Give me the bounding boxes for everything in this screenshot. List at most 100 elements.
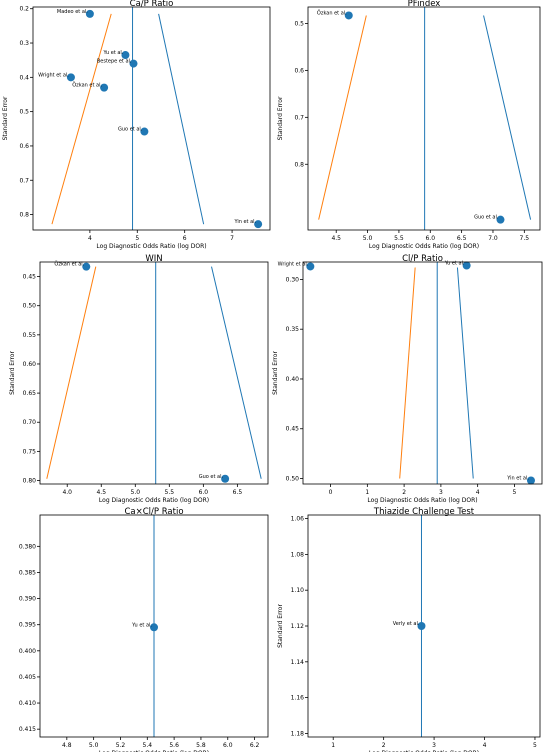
x-tick-label: 5 bbox=[135, 235, 139, 242]
x-tick-label: 3 bbox=[432, 742, 436, 749]
data-point bbox=[496, 215, 505, 224]
y-tick-label: 1.14 bbox=[291, 659, 305, 666]
chart-title: Thiazide Challenge Test bbox=[373, 507, 475, 517]
y-tick-label: 0.395 bbox=[19, 622, 36, 629]
x-tick-label: 6.2 bbox=[250, 742, 260, 749]
funnel-left-line bbox=[46, 266, 97, 479]
y-tick-label: 1.12 bbox=[291, 623, 305, 630]
data-point bbox=[82, 262, 91, 271]
data-point bbox=[344, 11, 353, 20]
y-tick-label: 1.16 bbox=[291, 695, 305, 702]
y-tick-label: 0.7 bbox=[294, 114, 304, 121]
plot-frame bbox=[39, 514, 269, 738]
funnel-left-line bbox=[51, 13, 112, 225]
point-label: Yin et al. bbox=[506, 476, 529, 482]
funnel-right-line bbox=[211, 266, 262, 479]
y-tick-label: 0.415 bbox=[19, 726, 36, 733]
point-label: Yu et al. bbox=[131, 622, 152, 628]
data-point bbox=[462, 261, 471, 270]
data-point bbox=[100, 83, 109, 92]
x-tick-label: 4 bbox=[476, 489, 480, 496]
y-tick-label: 0.60 bbox=[23, 361, 37, 368]
y-tick-label: 0.2 bbox=[19, 6, 29, 13]
x-axis-label: Log Diagnostic Odds Ratio (log DOR) bbox=[99, 497, 209, 504]
data-point bbox=[221, 474, 230, 483]
point-label: Wright et al. bbox=[278, 261, 309, 267]
data-point bbox=[417, 622, 426, 630]
y-tick-label: 0.40 bbox=[286, 376, 300, 383]
point-label: Özkan et al. bbox=[317, 9, 347, 16]
y-axis-label: Standard Error bbox=[9, 351, 16, 395]
chart-panel-4: Wright et al. Yu et al. Yin et al. 0 1 2 3 4 5 0.… bbox=[272, 254, 543, 504]
data-point bbox=[85, 9, 94, 18]
y-tick-label: 1.10 bbox=[291, 587, 305, 594]
x-axis-label: Log Diagnostic Odds Ratio (log DOR) bbox=[96, 243, 206, 250]
x-tick-label: 4.0 bbox=[62, 489, 72, 496]
x-tick-label: 6 bbox=[183, 235, 187, 242]
chart-title: Ca/P Ratio bbox=[130, 0, 174, 9]
x-axis-label: Log Diagnostic Odds Ratio (log DOR) bbox=[367, 497, 477, 504]
x-tick-label: 6.0 bbox=[199, 489, 209, 496]
y-tick-label: 0.50 bbox=[23, 303, 37, 310]
funnel-right-line bbox=[158, 13, 205, 225]
data-point bbox=[140, 127, 149, 136]
point-label: Yu et al. bbox=[444, 260, 465, 266]
funnel-left-line bbox=[318, 15, 367, 220]
y-tick-label: 0.4 bbox=[19, 74, 29, 81]
y-tick-label: 0.5 bbox=[294, 20, 304, 27]
x-tick-label: 5.8 bbox=[196, 742, 206, 749]
y-tick-label: 1.08 bbox=[291, 551, 305, 558]
plot-frame bbox=[32, 6, 271, 231]
y-tick-label: 0.8 bbox=[294, 161, 304, 168]
chart-panel-6: Verly et al. 1 2 3 4 5 1.06 1.08 1.10 1.12 1.14 1.1… bbox=[277, 507, 541, 752]
x-tick-label: 2 bbox=[402, 489, 406, 496]
y-tick-label: 0.50 bbox=[286, 476, 300, 483]
funnel-left-line bbox=[399, 267, 416, 479]
y-tick-label: 0.70 bbox=[23, 419, 37, 426]
data-point bbox=[121, 51, 130, 60]
y-tick-label: 0.5 bbox=[19, 109, 29, 116]
x-tick-label: 5.4 bbox=[143, 742, 153, 749]
x-tick-label: 5.0 bbox=[363, 235, 373, 242]
point-label: Özkan et al. bbox=[72, 82, 102, 89]
x-tick-label: 4 bbox=[483, 742, 487, 749]
chart-title: Ca×Cl/P Ratio bbox=[124, 507, 183, 517]
y-tick-label: 0.400 bbox=[19, 648, 36, 655]
data-point bbox=[306, 262, 315, 271]
plot-frame bbox=[39, 261, 269, 485]
y-tick-label: 0.75 bbox=[23, 448, 37, 455]
y-tick-label: 0.65 bbox=[23, 390, 37, 397]
y-tick-label: 0.6 bbox=[19, 143, 29, 150]
chart-panel-3: Özkan et al. Guo et al. 4.0 4.5 5.0 5.5 6.0 6.5… bbox=[9, 254, 269, 504]
x-tick-label: 5.5 bbox=[394, 235, 404, 242]
point-label: Yin et al. bbox=[233, 219, 256, 225]
y-tick-label: 0.45 bbox=[23, 274, 37, 281]
x-tick-label: 2 bbox=[382, 742, 386, 749]
data-point bbox=[526, 476, 535, 485]
x-tick-label: 5 bbox=[533, 742, 537, 749]
x-tick-label: 5.0 bbox=[89, 742, 99, 749]
chart-panel-5: Yu et al. 4.8 5.0 5.2 5.4 5.6 5.8 6.0 6.2 0.380 0.… bbox=[19, 507, 269, 752]
y-tick-label: 0.380 bbox=[19, 543, 36, 550]
x-tick-label: 7.0 bbox=[488, 235, 498, 242]
x-tick-label: 3 bbox=[439, 489, 443, 496]
x-tick-label: 1 bbox=[365, 489, 369, 496]
x-tick-label: 6.5 bbox=[233, 489, 243, 496]
y-tick-label: 0.410 bbox=[19, 700, 36, 707]
y-tick-label: 0.30 bbox=[286, 276, 300, 283]
y-tick-label: 1.18 bbox=[291, 730, 305, 737]
x-axis-label: Log Diagnostic Odds Ratio (log DOR) bbox=[99, 750, 209, 752]
y-axis-label: Standard Error bbox=[272, 351, 279, 395]
x-tick-label: 5 bbox=[513, 489, 517, 496]
x-tick-label: 5.6 bbox=[169, 742, 179, 749]
y-axis-label: Standard Error bbox=[277, 604, 284, 648]
x-tick-label: 4 bbox=[88, 235, 92, 242]
chart-title: PFindex bbox=[408, 0, 441, 9]
point-label: Wright et al. bbox=[38, 72, 69, 78]
plot-frame bbox=[302, 261, 543, 485]
x-tick-label: 4.8 bbox=[62, 742, 72, 749]
chart-title: Cl/P Ratio bbox=[402, 254, 443, 264]
x-tick-label: 7.5 bbox=[520, 235, 530, 242]
point-label: Guo et al. bbox=[118, 127, 143, 133]
